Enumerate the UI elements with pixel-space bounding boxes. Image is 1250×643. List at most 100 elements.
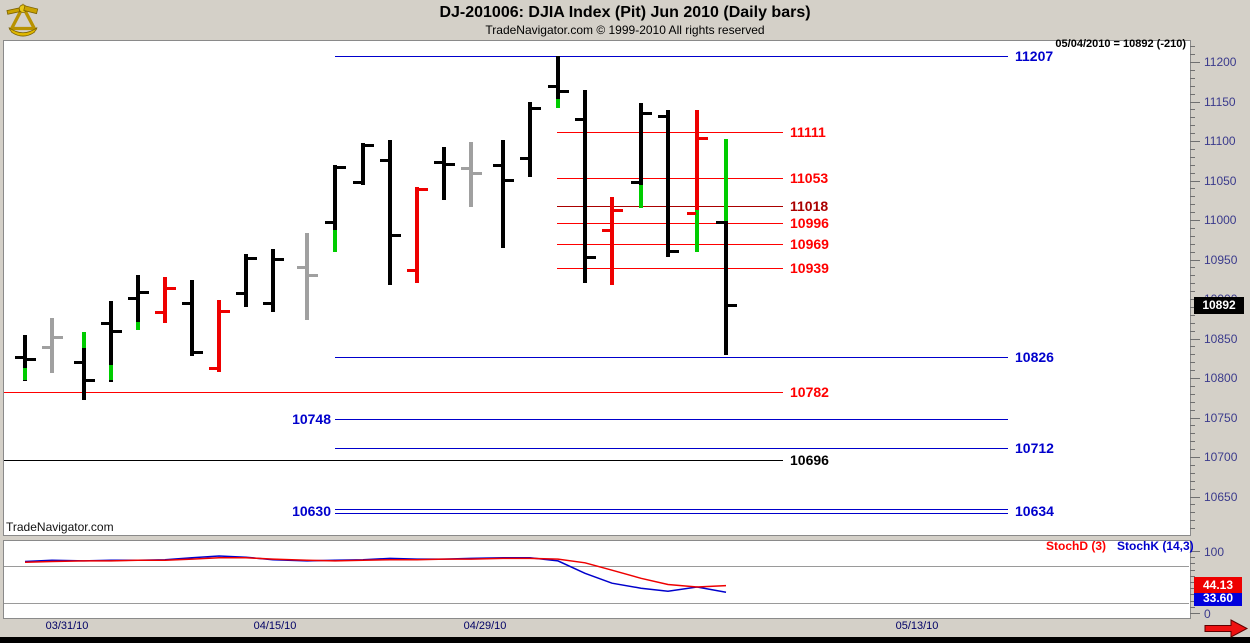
ohlc-close-tick [113, 329, 122, 333]
price-axis-tick [1190, 306, 1195, 308]
price-level-line [557, 244, 783, 246]
price-axis-tick [1190, 520, 1195, 522]
price-level-line [335, 508, 1008, 510]
stoch-axis-tick [1190, 613, 1200, 614]
ohlc-bar[interactable] [136, 275, 140, 330]
ohlc-bar[interactable] [109, 300, 113, 382]
ohlc-close-tick [473, 171, 482, 175]
stochd-value-box: 44.13 [1194, 577, 1242, 593]
ohlc-open-tick [42, 346, 51, 350]
scroll-right-arrow[interactable] [1203, 619, 1249, 638]
price-axis-tick [1190, 338, 1200, 340]
price-axis-label: 10650 [1204, 489, 1238, 504]
price-level-label: 10748 [292, 411, 331, 428]
ohlc-bar[interactable] [528, 102, 532, 178]
ohlc-bar[interactable] [610, 197, 614, 285]
ohlc-bar[interactable] [583, 89, 587, 284]
ohlc-bar[interactable] [724, 139, 728, 356]
ohlc-bar[interactable] [244, 253, 248, 307]
ohlc-bar[interactable] [50, 317, 54, 374]
price-axis-tick [1190, 46, 1195, 48]
ohlc-open-tick [263, 301, 272, 305]
price-axis-label: 10850 [1204, 331, 1238, 346]
stochd-legend: StochD (3) [1046, 539, 1106, 553]
ohlc-bar[interactable] [556, 56, 560, 108]
ohlc-bar[interactable] [469, 141, 473, 208]
price-axis-tick [1190, 283, 1195, 285]
price-level-line [335, 419, 1008, 421]
ohlc-bar[interactable] [163, 276, 167, 323]
ohlc-close-tick [167, 286, 176, 290]
ohlc-close-tick [505, 178, 514, 182]
ohlc-bar[interactable] [695, 110, 699, 252]
price-axis-tick [1190, 204, 1195, 206]
stoch-axis-tick [1190, 575, 1195, 577]
price-axis-tick [1190, 267, 1195, 269]
price-axis-tick [1190, 441, 1195, 443]
price-axis-label: 11050 [1204, 173, 1237, 188]
price-level-line [557, 268, 783, 270]
stoch-axis-tick [1190, 557, 1195, 559]
ohlc-close-tick [560, 90, 569, 94]
price-level-line [4, 460, 783, 462]
price-axis-tick [1190, 69, 1195, 71]
price-axis-tick [1190, 385, 1195, 387]
ohlc-bar[interactable] [333, 164, 337, 252]
price-axis-tick [1190, 188, 1195, 190]
ohlc-open-tick [128, 297, 137, 301]
price-level-label: 10712 [1015, 439, 1054, 456]
ohlc-bar[interactable] [442, 147, 446, 201]
price-axis-tick [1190, 362, 1195, 364]
time-axis[interactable] [0, 618, 1250, 637]
price-axis-tick [1190, 117, 1195, 119]
price-axis-tick [1190, 235, 1195, 237]
ohlc-bar[interactable] [361, 143, 365, 186]
price-plot-area[interactable] [3, 40, 1191, 536]
date-axis-label: 04/15/10 [253, 620, 297, 632]
ohlc-open-tick [297, 266, 306, 270]
ohlc-bar[interactable] [190, 280, 194, 356]
ohlc-bar[interactable] [271, 249, 275, 312]
price-axis-tick [1190, 417, 1200, 419]
stoch-axis-tick [1190, 563, 1195, 565]
watermark: TradeNavigator.com [6, 520, 114, 534]
price-level-line [335, 447, 1008, 449]
price-level-label: 11207 [1015, 48, 1054, 65]
price-axis-tick [1190, 401, 1195, 403]
price-axis-tick [1190, 314, 1195, 316]
ohlc-bar[interactable] [217, 299, 221, 372]
ohlc-bar[interactable] [23, 335, 27, 382]
ohlc-close-tick [670, 249, 679, 253]
ohlc-bar[interactable] [305, 232, 309, 321]
price-level-label: 10634 [1015, 502, 1054, 519]
ohlc-close-tick [337, 166, 346, 170]
stoch-axis-tick [1190, 594, 1195, 596]
ohlc-open-tick [575, 117, 584, 121]
ohlc-open-tick [407, 268, 416, 272]
ohlc-close-tick [699, 136, 708, 140]
stochastic-plot-area[interactable] [3, 540, 1191, 619]
ohlc-open-tick [716, 221, 725, 225]
price-level-label: 10782 [790, 384, 829, 401]
ohlc-close-tick [309, 274, 318, 278]
price-axis-label: 11100 [1204, 134, 1236, 148]
ohlc-bar[interactable] [415, 186, 419, 284]
ohlc-bar[interactable] [82, 332, 86, 401]
ohlc-bar[interactable] [388, 140, 392, 285]
tradenavigator-logo[interactable] [4, 3, 42, 37]
ohlc-bar-green-segment [333, 230, 337, 252]
ohlc-open-tick [74, 361, 83, 365]
price-axis-tick [1190, 425, 1195, 427]
price-axis[interactable] [1190, 40, 1250, 620]
price-axis-tick [1190, 180, 1200, 182]
ohlc-bar[interactable] [501, 140, 505, 248]
ohlc-bar[interactable] [639, 103, 643, 209]
ohlc-open-tick [461, 166, 470, 170]
ohlc-close-tick [446, 162, 455, 166]
price-axis-tick [1190, 472, 1195, 474]
price-level-line [557, 223, 783, 225]
stochk-legend: StochK (14,3) [1117, 539, 1194, 553]
ohlc-bar[interactable] [666, 110, 670, 258]
stoch-axis-tick [1190, 569, 1195, 571]
